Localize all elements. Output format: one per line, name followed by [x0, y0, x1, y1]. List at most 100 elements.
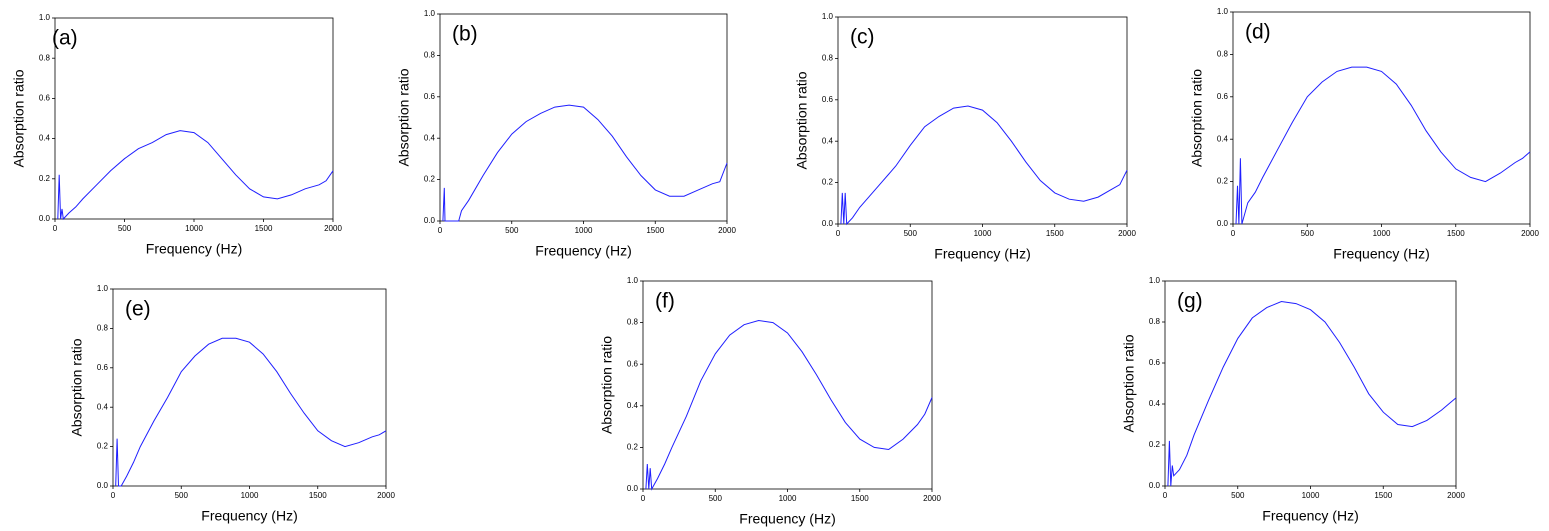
y-tick-label: 1.0 [424, 9, 436, 18]
x-tick-label: 0 [836, 229, 841, 238]
y-axis-label: Absorption ratio [794, 71, 810, 169]
panel-label: (d) [1245, 21, 1271, 44]
y-tick-label: 1.0 [1217, 7, 1229, 16]
y-tick-label: 0.4 [822, 136, 834, 145]
y-tick-label: 0.6 [424, 92, 436, 101]
y-tick-label: 0.2 [627, 443, 639, 452]
data-line [115, 337, 387, 487]
y-tick-label: 0.2 [1217, 177, 1229, 186]
plot-frame [837, 16, 1128, 225]
y-tick-label: 0.6 [97, 363, 109, 372]
y-tick-label: 0.4 [97, 402, 109, 411]
y-tick-label: 0.4 [424, 133, 436, 142]
x-tick-label: 1500 [646, 226, 664, 235]
x-tick-label: 0 [438, 226, 443, 235]
x-tick-label: 1500 [1447, 229, 1465, 238]
plot-frame [439, 13, 728, 222]
y-tick-label: 0.0 [97, 481, 109, 490]
data-line [1167, 300, 1457, 487]
y-tick-label: 0.4 [627, 401, 639, 410]
x-tick-label: 0 [641, 494, 646, 503]
y-tick-label: 0.0 [822, 219, 834, 228]
y-axis-label: Absorption ratio [599, 336, 615, 434]
y-tick-label: 0.8 [1217, 50, 1229, 59]
y-tick-label: 1.0 [627, 276, 639, 285]
x-tick-label: 500 [1301, 229, 1315, 238]
y-tick-label: 0.8 [627, 318, 639, 327]
y-tick-label: 0.8 [39, 53, 51, 62]
y-axis-label: Absorption ratio [396, 68, 412, 166]
y-tick-label: 0.2 [1149, 440, 1161, 449]
plot-frame [112, 288, 387, 487]
y-tick-label: 0.2 [822, 178, 834, 187]
x-axis-label: Frequency (Hz) [201, 508, 297, 524]
y-axis-label: Absorption ratio [11, 69, 27, 167]
y-tick-label: 0.0 [627, 484, 639, 493]
plot-frame [642, 280, 933, 490]
data-line [645, 319, 933, 491]
data-line [442, 104, 728, 222]
x-tick-label: 2000 [1118, 229, 1136, 238]
x-tick-label: 1000 [1373, 229, 1391, 238]
x-tick-label: 1500 [1374, 491, 1392, 500]
y-tick-label: 0.2 [424, 175, 436, 184]
x-tick-label: 1500 [1046, 229, 1064, 238]
y-tick-label: 1.0 [97, 284, 109, 293]
x-tick-label: 1500 [255, 224, 273, 233]
y-axis-label: Absorption ratio [1189, 69, 1205, 167]
x-tick-label: 1000 [241, 491, 259, 500]
x-tick-label: 2000 [324, 224, 342, 233]
y-tick-label: 0.0 [1217, 219, 1229, 228]
y-tick-label: 0.8 [97, 324, 109, 333]
plot-frame [1164, 280, 1457, 487]
x-axis-label: Frequency (Hz) [934, 246, 1030, 262]
y-tick-label: 0.6 [39, 94, 51, 103]
x-tick-label: 500 [1231, 491, 1245, 500]
x-tick-label: 500 [118, 224, 132, 233]
x-axis-label: Frequency (Hz) [739, 511, 835, 527]
panel-label: (b) [452, 23, 478, 46]
y-tick-label: 0.4 [1149, 399, 1161, 408]
x-tick-label: 1500 [851, 494, 869, 503]
data-line [1235, 66, 1531, 225]
x-tick-label: 0 [111, 491, 116, 500]
y-tick-label: 0.8 [822, 54, 834, 63]
x-axis-label: Frequency (Hz) [1333, 246, 1429, 262]
y-tick-label: 0.0 [1149, 481, 1161, 490]
data-line [57, 130, 334, 221]
x-axis-label: Frequency (Hz) [146, 241, 242, 257]
x-tick-label: 1000 [779, 494, 797, 503]
x-tick-label: 1000 [185, 224, 203, 233]
y-tick-label: 0.2 [97, 442, 109, 451]
y-tick-label: 0.6 [1149, 358, 1161, 367]
x-tick-label: 2000 [718, 226, 736, 235]
plot-frame [54, 17, 334, 220]
x-tick-label: 1500 [309, 491, 327, 500]
y-tick-label: 0.4 [1217, 134, 1229, 143]
x-tick-label: 2000 [923, 494, 941, 503]
y-tick-label: 0.4 [39, 134, 51, 143]
y-tick-label: 0.6 [1217, 92, 1229, 101]
y-axis-label: Absorption ratio [1121, 334, 1137, 432]
x-tick-label: 1000 [1302, 491, 1320, 500]
y-tick-label: 0.8 [424, 51, 436, 60]
x-tick-label: 0 [1231, 229, 1236, 238]
x-tick-label: 1000 [974, 229, 992, 238]
y-tick-label: 0.0 [39, 214, 51, 223]
y-tick-label: 0.0 [424, 216, 436, 225]
y-tick-label: 1.0 [39, 13, 51, 22]
x-tick-label: 2000 [1521, 229, 1539, 238]
panel-label: (a) [52, 27, 78, 50]
panel-label: (c) [850, 26, 875, 49]
panel-label: (f) [655, 290, 675, 313]
data-line [840, 105, 1128, 226]
x-tick-label: 2000 [377, 491, 395, 500]
y-tick-label: 0.8 [1149, 317, 1161, 326]
y-tick-label: 0.6 [627, 359, 639, 368]
y-tick-label: 0.2 [39, 174, 51, 183]
y-tick-label: 1.0 [1149, 276, 1161, 285]
plot-frame [1232, 11, 1531, 225]
x-tick-label: 0 [1163, 491, 1168, 500]
y-tick-label: 1.0 [822, 12, 834, 21]
